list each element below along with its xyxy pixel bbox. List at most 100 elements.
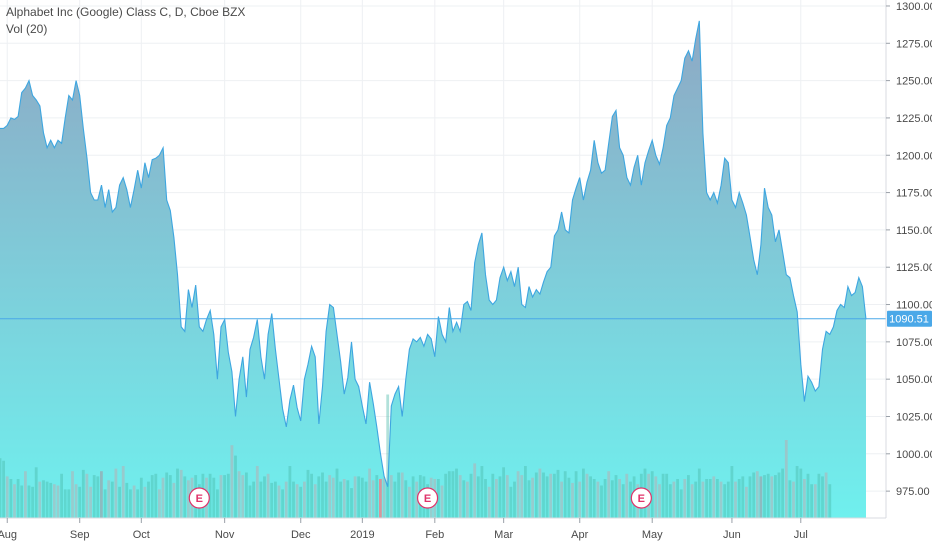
volume-bar bbox=[592, 479, 596, 518]
volume-bar bbox=[154, 473, 158, 518]
price-line bbox=[0, 20, 867, 487]
volume-bar bbox=[538, 468, 542, 518]
volume-bar bbox=[118, 486, 121, 518]
volume-bar bbox=[230, 445, 234, 518]
volume-bar bbox=[328, 475, 332, 518]
y-tick-label: 1300.00 bbox=[896, 1, 932, 13]
y-tick-label: 1175.00 bbox=[896, 188, 932, 200]
volume-bar bbox=[371, 480, 375, 518]
volume-bar bbox=[679, 489, 683, 518]
volume-bar bbox=[781, 468, 784, 518]
volume-bar bbox=[313, 484, 317, 518]
volume-bar bbox=[56, 485, 60, 518]
y-tick-label: 1100.00 bbox=[896, 300, 932, 312]
volume-bar bbox=[603, 479, 607, 518]
volume-bar bbox=[505, 475, 509, 518]
volume-bar bbox=[828, 484, 832, 518]
volume-bar bbox=[719, 481, 723, 518]
x-tick-label: Jul bbox=[794, 529, 808, 541]
volume-bar bbox=[143, 486, 147, 518]
time-axis[interactable]: Aug Sep Oct Nov Dec 2019 Feb Mar Apr May Jun Jul bbox=[0, 518, 808, 541]
x-tick-label: 2019 bbox=[350, 529, 374, 541]
volume-bar bbox=[321, 472, 324, 518]
y-tick-label: 1200.00 bbox=[896, 150, 932, 162]
volume-bar bbox=[658, 484, 661, 518]
volume-bar bbox=[524, 466, 527, 518]
volume-bar bbox=[574, 471, 578, 518]
price-axis[interactable]: 975.00 1000.00 1025.00 1050.00 1075.00 1100.0… bbox=[886, 1, 932, 498]
volume-bar bbox=[650, 471, 654, 518]
volume-bar bbox=[495, 479, 498, 518]
volume-bar bbox=[13, 484, 16, 518]
y-tick-label: 1225.00 bbox=[896, 113, 932, 125]
volume-bar bbox=[259, 481, 263, 518]
volume-bar bbox=[777, 472, 781, 518]
volume-bar bbox=[582, 468, 585, 518]
volume-bar bbox=[788, 480, 792, 518]
volume-bar bbox=[34, 467, 38, 518]
volume-bar bbox=[353, 476, 357, 518]
volume-bar bbox=[9, 479, 13, 518]
volume-bar bbox=[792, 481, 795, 518]
volume-bar bbox=[610, 480, 614, 518]
volume-bar bbox=[234, 455, 237, 518]
volume-bar bbox=[237, 471, 241, 518]
volume-bar bbox=[263, 476, 266, 518]
volume-bar bbox=[382, 477, 386, 518]
y-tick-label: 1150.00 bbox=[896, 225, 932, 237]
y-tick-label: 1000.00 bbox=[896, 449, 932, 461]
earnings-marker-label: E bbox=[638, 493, 645, 505]
volume-bars bbox=[0, 394, 832, 518]
volume-bar bbox=[795, 466, 799, 518]
volume-bar bbox=[274, 481, 277, 518]
volume-bar bbox=[672, 481, 676, 518]
volume-bar bbox=[803, 479, 806, 518]
volume-bar bbox=[324, 481, 328, 518]
volume-bar bbox=[411, 476, 415, 518]
volume-bar bbox=[730, 466, 734, 518]
volume-bar bbox=[139, 477, 143, 518]
volume-bar bbox=[49, 482, 53, 518]
volume-bar bbox=[136, 489, 140, 518]
volume-bar bbox=[277, 485, 281, 518]
volume-bar bbox=[339, 481, 342, 518]
symbol-title[interactable]: Alphabet Inc (Google) Class C, D, Cboe B… bbox=[6, 5, 246, 19]
volume-bar bbox=[712, 476, 716, 518]
volume-bar bbox=[701, 481, 705, 518]
x-tick-label: May bbox=[642, 529, 663, 541]
volume-bar bbox=[694, 481, 698, 518]
y-tick-label: 1275.00 bbox=[896, 38, 932, 50]
volume-bar bbox=[266, 473, 270, 518]
chart-header: Alphabet Inc (Google) Class C, D, Cboe B… bbox=[6, 4, 245, 38]
volume-bar bbox=[705, 479, 708, 518]
volume-bar bbox=[125, 482, 129, 518]
volume-bar bbox=[299, 486, 303, 518]
volume-bar bbox=[491, 473, 495, 518]
volume-bar bbox=[400, 472, 404, 518]
volume-bar bbox=[158, 489, 161, 518]
volume-bar bbox=[716, 479, 719, 518]
volume-bar bbox=[393, 481, 397, 518]
volume-bar bbox=[350, 488, 353, 518]
volume-bar bbox=[770, 476, 774, 518]
volume-bar bbox=[245, 472, 248, 518]
x-tick-label: Apr bbox=[571, 529, 588, 541]
volume-bar bbox=[502, 467, 505, 518]
volume-bar bbox=[665, 473, 669, 518]
volume-bar bbox=[317, 476, 321, 518]
volume-bar bbox=[585, 473, 589, 518]
volume-bar bbox=[516, 471, 520, 518]
volume-bar bbox=[179, 469, 183, 518]
earnings-marker bbox=[630, 487, 652, 509]
volume-bar bbox=[734, 481, 737, 518]
volume-bar bbox=[774, 475, 777, 518]
volume-bar bbox=[226, 473, 230, 518]
earnings-marker bbox=[416, 487, 439, 509]
indicator-label[interactable]: Vol (20) bbox=[6, 22, 48, 36]
volume-bar bbox=[618, 479, 621, 518]
volume-bar bbox=[27, 485, 31, 518]
volume-bar bbox=[310, 473, 313, 518]
volume-bar bbox=[16, 479, 20, 518]
